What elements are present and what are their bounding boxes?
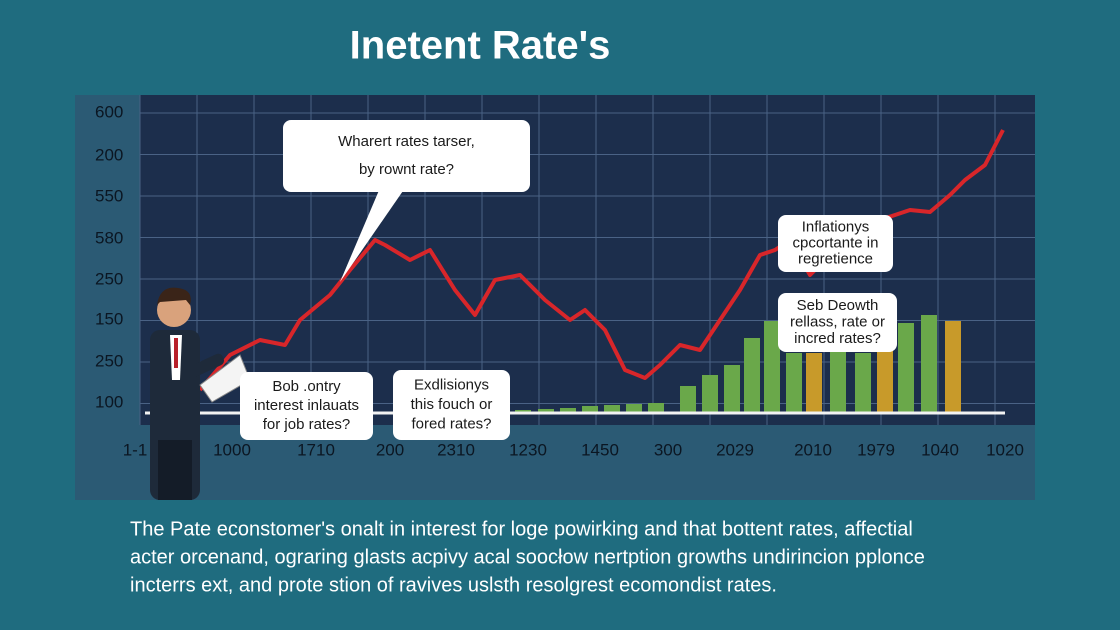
x-label: 1040	[921, 440, 959, 459]
bar	[560, 408, 576, 413]
title: Inetent Rate's	[350, 24, 611, 68]
y-label: 600	[95, 102, 123, 121]
callout-text: Inflationys	[802, 219, 870, 236]
callout-box	[240, 372, 373, 440]
x-label: 1-1	[123, 440, 148, 459]
x-label: 1450	[581, 440, 619, 459]
bars	[515, 315, 961, 413]
y-label: 250	[95, 269, 123, 288]
callout-text: regretience	[798, 250, 873, 267]
caption-line: incterrs ext, and prote stion of ravives…	[130, 574, 777, 596]
x-label: 1020	[986, 440, 1024, 459]
bar	[582, 406, 598, 413]
bar	[898, 323, 914, 413]
bar	[626, 404, 642, 413]
bar	[830, 338, 846, 413]
y-label: 580	[95, 228, 123, 247]
callout-text: Bob .ontry	[272, 378, 341, 395]
bar	[680, 386, 696, 413]
bar	[877, 338, 893, 413]
y-label: 200	[95, 145, 123, 164]
callout-text: this fouch or	[411, 396, 493, 413]
bar	[604, 405, 620, 413]
bar	[648, 403, 664, 413]
bar	[921, 315, 937, 413]
callout-box	[283, 120, 530, 192]
bar	[702, 375, 718, 413]
x-label: 1710	[297, 440, 335, 459]
bar	[855, 353, 871, 413]
bar	[806, 353, 822, 413]
callout-box	[778, 215, 893, 272]
callout-text: cpcortante in	[793, 234, 879, 251]
bar	[538, 409, 554, 413]
bar	[764, 321, 780, 413]
callout-pointer	[340, 188, 405, 282]
x-label: 1230	[509, 440, 547, 459]
callouts: Wharert rates tarser, by rownt rate? Infla…	[240, 120, 897, 440]
callout-box	[393, 370, 510, 440]
x-label: 2010	[794, 440, 832, 459]
y-label: 150	[95, 309, 123, 328]
y-label: 250	[95, 351, 123, 370]
bar	[786, 353, 802, 413]
callout-text: by rownt rate?	[359, 161, 454, 178]
x-label: 1000	[213, 440, 251, 459]
caption-line: acter orcenand, ograring glasts acpivy a…	[130, 546, 925, 568]
y-label: 100	[95, 392, 123, 411]
bar	[724, 365, 740, 413]
x-label: 300	[654, 440, 682, 459]
y-label: 550	[95, 186, 123, 205]
callout-text: interest inlauats	[254, 397, 359, 414]
callout-text: for job rates?	[263, 416, 351, 433]
callout-text: fored rates?	[411, 415, 491, 432]
callout-box	[778, 293, 897, 352]
x-label: 2029	[716, 440, 754, 459]
bar	[945, 321, 961, 413]
x-label: 200	[376, 440, 404, 459]
x-label: 1979	[857, 440, 895, 459]
callout-text: Exdlisionys	[414, 377, 489, 394]
callout-text: Seb Deowth	[797, 297, 879, 314]
callout-text: rellass, rate or	[790, 313, 885, 330]
callout-text: Wharert rates tarser,	[338, 133, 475, 150]
bar	[744, 338, 760, 413]
x-label: 2310	[437, 440, 475, 459]
caption-line: The Pate econstomer's onalt in interest …	[130, 518, 913, 540]
presenter	[150, 287, 251, 500]
callout-text: incred rates?	[794, 330, 881, 347]
